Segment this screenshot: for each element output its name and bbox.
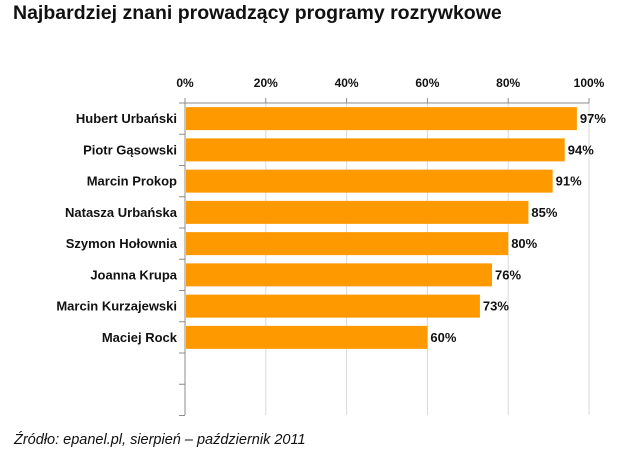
category-label-6: Marcin Kurzajewski [56,299,177,314]
bar-2 [186,169,553,193]
gridlines [265,103,590,415]
category-label-7: Maciej Rock [102,330,178,345]
bar-5 [186,263,493,287]
axes [179,98,590,416]
bar-3 [186,200,529,224]
data-label-2: 91% [556,174,582,189]
category-label-0: Hubert Urbański [76,111,177,126]
x-tick-label-100: 100% [574,76,605,90]
category-label-3: Natasza Urbańska [65,205,178,220]
bar-7 [186,325,428,349]
data-label-7: 60% [430,330,456,345]
data-label-5: 76% [495,267,521,282]
x-tick-label-20: 20% [254,76,278,90]
x-tick-label-40: 40% [335,76,359,90]
chart-source: Źródło: epanel.pl, sierpień – październi… [14,432,306,448]
bar-4 [186,232,509,256]
chart-title: Najbardziej znani prowadzący programy ro… [13,2,502,24]
bar-6 [186,294,480,318]
data-label-4: 80% [511,236,537,251]
x-tick-label-60: 60% [415,76,439,90]
category-label-4: Szymon Hołownia [66,236,178,251]
data-label-1: 94% [568,142,594,157]
bar-0 [186,107,577,131]
x-tick-label-0: 0% [176,76,194,90]
category-label-2: Marcin Prokop [87,174,177,189]
category-label-1: Piotr Gąsowski [83,142,177,157]
labels: 0% 20% 40% 60% 80% 100% Hubert Urbański 97% Piot… [56,76,606,345]
bars [186,107,577,349]
data-label-6: 73% [483,299,509,314]
data-label-3: 85% [531,205,557,220]
category-label-5: Joanna Krupa [90,267,177,282]
x-tick-label-80: 80% [496,76,520,90]
bar-1 [186,138,565,162]
data-label-0: 97% [580,111,606,126]
